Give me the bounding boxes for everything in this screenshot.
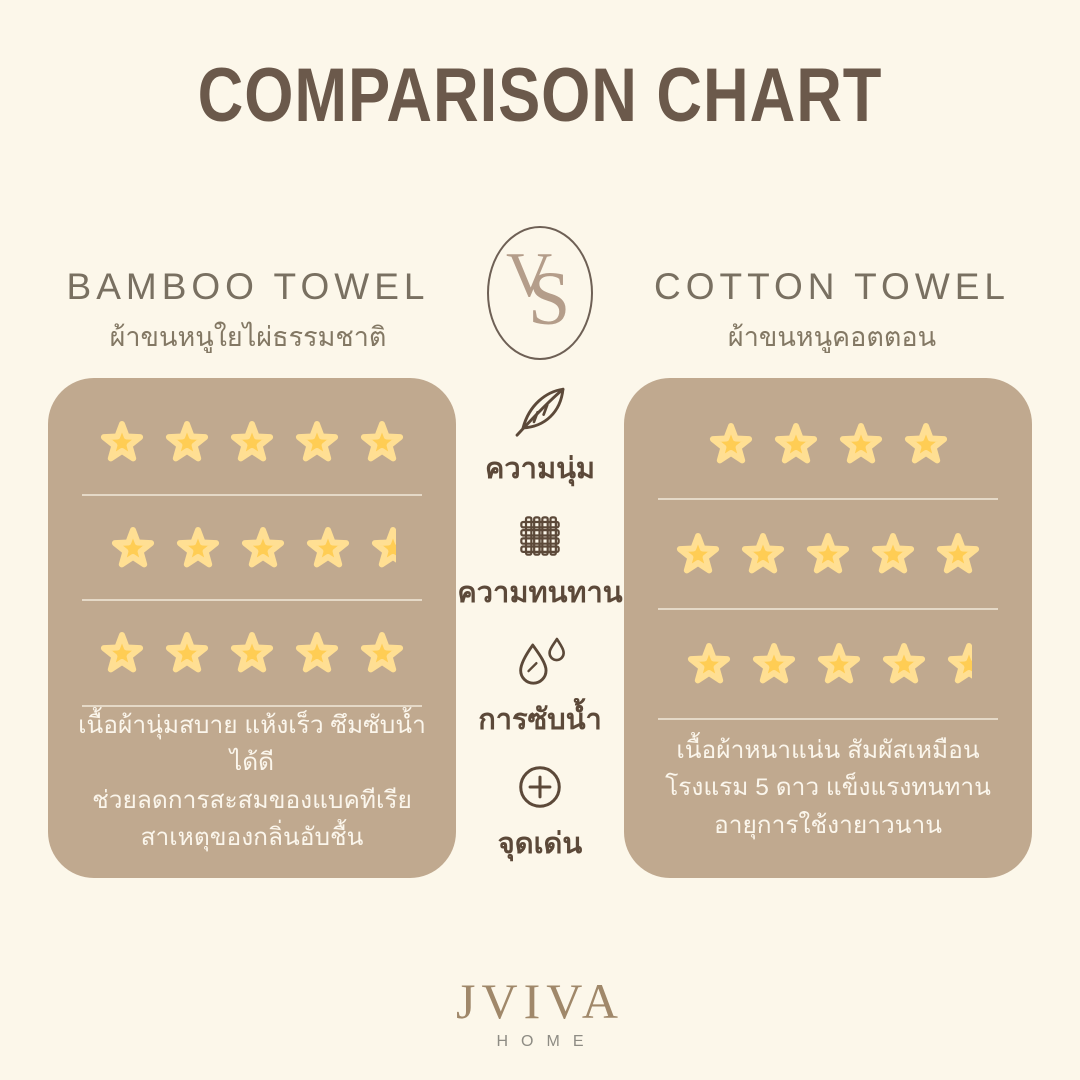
star-icon: [371, 526, 396, 567]
star-icon: [806, 533, 850, 574]
star-icon: [360, 420, 404, 462]
star-icon: [709, 423, 752, 464]
description-line: เนื้อผ้านุ่มสบาย แห้งเร็ว ซึมซับน้ำได้ดี: [78, 712, 426, 777]
star-icon: [100, 420, 144, 462]
half-star-icon: [369, 524, 396, 572]
star-icon: [165, 420, 209, 462]
star-icon: [839, 423, 882, 464]
brand-name: JVIVA: [456, 973, 624, 1029]
star-icon: [904, 423, 947, 464]
star-icon: [230, 420, 274, 462]
star-rating: [650, 500, 1006, 608]
star-icon: [165, 632, 209, 673]
brand-tagline: HOME: [496, 1033, 597, 1050]
star-icon: [741, 533, 785, 574]
star-icon: [774, 423, 817, 464]
star-icon: [360, 632, 404, 673]
left-product-heading: BAMBOO TOWEL ผ้าขนหนูใยไผ่ธรรมชาติ: [28, 266, 468, 358]
star-rating: [650, 390, 1006, 498]
divider: [82, 705, 422, 708]
vs-badge: V S: [487, 226, 593, 360]
description-line: โรงแรม 5 ดาว แข็งแรงทนทาน: [665, 774, 991, 802]
criterion-softness: ความนุ่ม: [485, 382, 595, 491]
star-icon: [100, 632, 144, 673]
star-icon: [817, 643, 860, 684]
star-icon: [306, 526, 349, 567]
left-product-subtitle: ผ้าขนหนูใยไผ่ธรรมชาติ: [109, 322, 387, 352]
star-icon: [230, 632, 274, 673]
cotton-towel-card: เนื้อผ้าหนาแน่น สัมผัสเหมือน โรงแรม 5 ดา…: [624, 378, 1032, 878]
star-icon: [936, 533, 980, 574]
feather-icon: [515, 387, 565, 437]
right-product-name: COTTON TOWEL: [653, 266, 1011, 307]
star-icon: [176, 526, 219, 567]
star-icon: [295, 632, 339, 673]
star-rating: [74, 390, 430, 494]
star-icon: [947, 643, 972, 684]
half-star-icon: [945, 640, 972, 688]
divider: [658, 608, 998, 610]
star-rating: [74, 601, 430, 705]
star-icon: [111, 526, 154, 567]
bamboo-towel-card: เนื้อผ้านุ่มสบาย แห้งเร็ว ซึมซับน้ำได้ดี…: [48, 378, 456, 878]
brand-logo: JVIVA HOME: [0, 972, 1080, 1051]
criterion-label: ความทนทาน: [457, 577, 623, 610]
divider: [658, 718, 998, 720]
star-icon: [676, 533, 720, 574]
criterion-absorbency: การซับน้ำ: [478, 633, 602, 742]
vs-letter-v: V: [506, 239, 553, 310]
divider: [82, 493, 422, 496]
divider: [658, 498, 998, 500]
plus-circle-icon: [519, 766, 561, 808]
left-product-name: BAMBOO TOWEL: [66, 266, 430, 307]
star-rating: [650, 610, 1006, 718]
weave-icon: [520, 516, 560, 557]
description-line: เนื้อผ้าหนาแน่น สัมผัสเหมือน: [676, 737, 980, 765]
star-rating: [74, 496, 430, 600]
vs-letter-s: S: [528, 257, 571, 341]
criterion-label: จุดเด่น: [497, 827, 583, 860]
star-icon: [241, 526, 284, 567]
criteria-column: ความนุ่ม ความทนทาน: [456, 380, 624, 876]
left-product-description: เนื้อผ้านุ่มสบาย แห้งเร็ว ซึมซับน้ำได้ดี…: [74, 707, 430, 856]
page-title: COMPARISON CHART: [197, 52, 883, 138]
star-icon: [871, 533, 915, 574]
description-line: สาเหตุของกลิ่นอับชื้น: [140, 823, 364, 851]
water-drops-icon: [519, 637, 565, 685]
star-icon: [882, 643, 925, 684]
star-icon: [295, 420, 339, 462]
criterion-highlights: จุดเด่น: [498, 759, 582, 866]
right-product-subtitle: ผ้าขนหนูคอตตอน: [727, 322, 937, 352]
star-icon: [687, 643, 730, 684]
criterion-durability: ความทนทาน: [457, 508, 623, 615]
criterion-label: การซับน้ำ: [478, 703, 602, 736]
right-product-heading: COTTON TOWEL ผ้าขนหนูคอตตอน: [612, 266, 1052, 358]
description-line: อายุการใช้งายาวนาน: [713, 811, 942, 839]
right-product-description: เนื้อผ้าหนาแน่น สัมผัสเหมือน โรงแรม 5 ดา…: [650, 720, 1006, 856]
criterion-label: ความนุ่ม: [484, 453, 596, 485]
description-line: ช่วยลดการสะสมของแบคทีเรีย: [92, 786, 412, 814]
divider: [82, 599, 422, 602]
star-icon: [752, 643, 795, 684]
